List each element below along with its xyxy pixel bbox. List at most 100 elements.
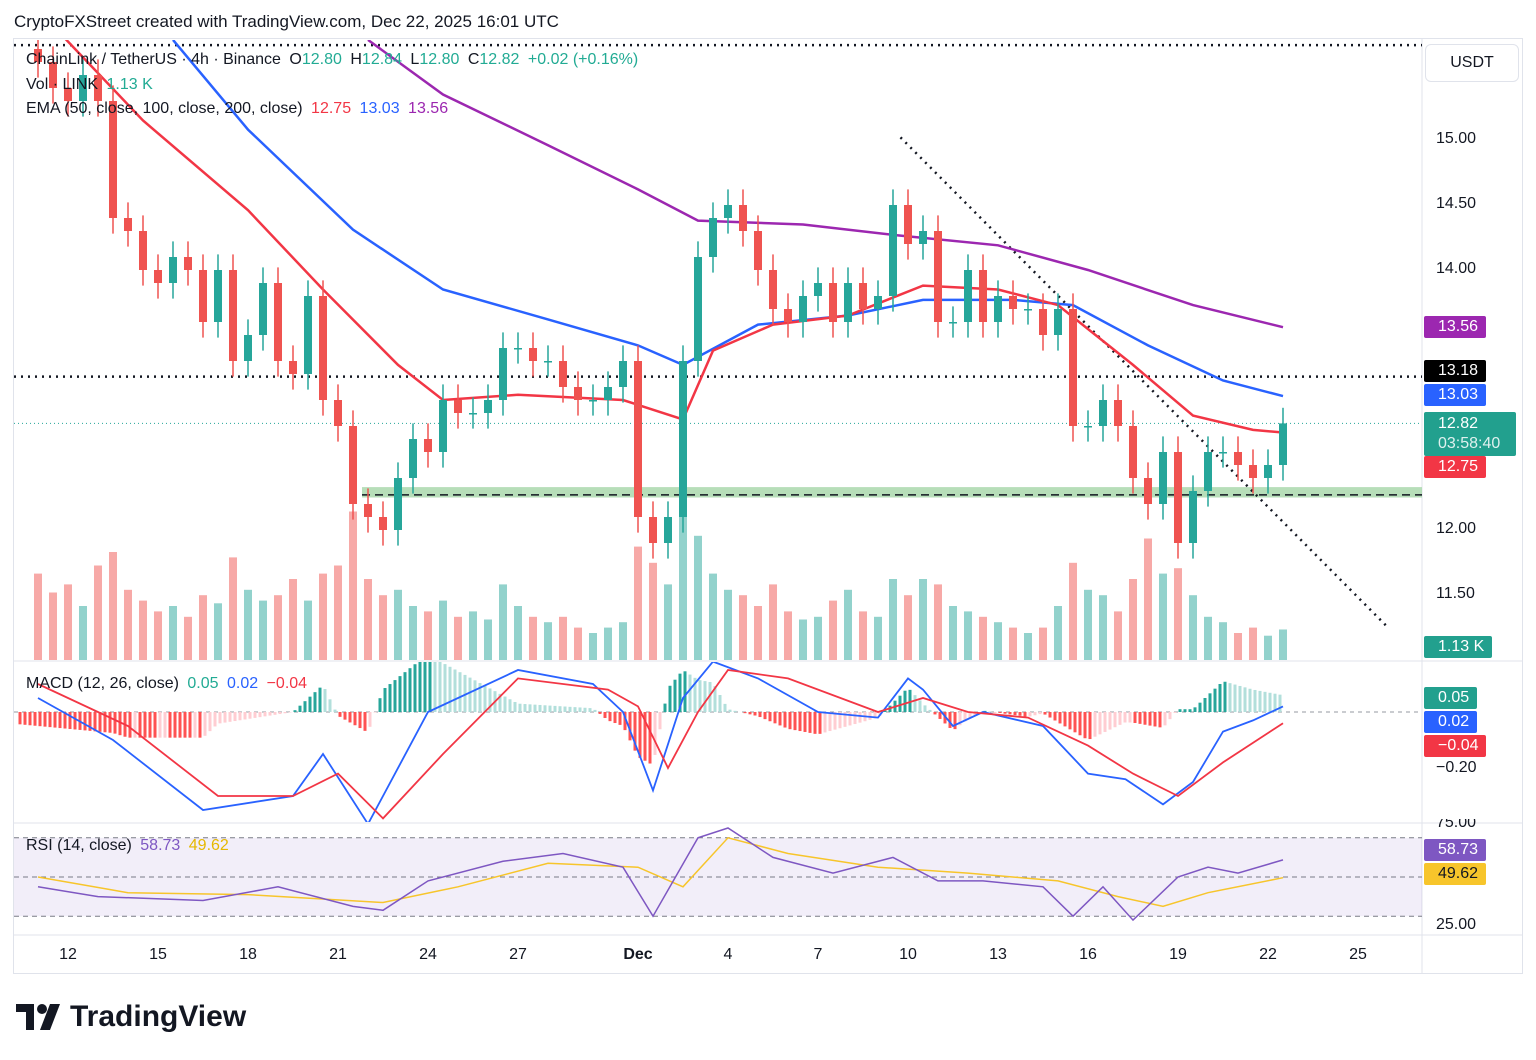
- macd-histogram-bar: [1063, 712, 1067, 727]
- candle-body: [1069, 309, 1077, 426]
- macd-histogram-bar: [798, 712, 802, 732]
- volume-bar: [469, 611, 477, 660]
- candle-body: [619, 361, 627, 387]
- volume-bar: [94, 565, 102, 660]
- macd-histogram-bar: [1243, 687, 1247, 712]
- macd-histogram-bar: [523, 704, 527, 712]
- price-tick: 12.00: [1436, 520, 1477, 537]
- legend-ema[interactable]: EMA (50, close, 100, close, 200, close) …: [26, 100, 452, 118]
- volume-bar: [544, 622, 552, 660]
- legend-close-label: C: [467, 51, 480, 68]
- macd-histogram-bar: [38, 712, 42, 727]
- macd-histogram-bar: [1098, 712, 1102, 735]
- candle-body: [529, 348, 537, 361]
- volume-bar: [694, 535, 702, 660]
- candle-body: [769, 270, 777, 309]
- macd-histogram-bar: [1038, 712, 1042, 715]
- macd-histogram-bar: [258, 712, 262, 718]
- volume-bar: [1234, 633, 1242, 660]
- volume-bar: [964, 611, 972, 660]
- macd-histogram-bar: [1168, 712, 1172, 720]
- candle-body: [274, 283, 282, 361]
- macd-histogram-bar: [1158, 712, 1162, 728]
- rsi-ma-tag: 49.62: [1424, 863, 1487, 885]
- volume-bar: [184, 616, 192, 660]
- price-tick: 14.50: [1436, 195, 1477, 212]
- macd-histogram-bar: [588, 708, 592, 712]
- macd-histogram-bar: [668, 685, 672, 712]
- candle-body: [664, 517, 672, 543]
- candle-body: [514, 348, 522, 350]
- candle-body: [889, 205, 897, 296]
- macd-histogram-bar: [1008, 712, 1012, 715]
- legend-high: 12.84: [361, 51, 402, 68]
- volume-bar: [439, 600, 447, 660]
- date-tick: 15: [149, 946, 167, 963]
- candle-body: [1249, 465, 1257, 478]
- macd-histogram-bar: [838, 712, 842, 729]
- macd-histogram-bar: [858, 712, 862, 723]
- macd-histogram-bar: [853, 712, 857, 725]
- macd-histogram-bar: [108, 712, 112, 733]
- volume-bar: [1219, 622, 1227, 660]
- candle-body: [754, 231, 762, 270]
- candle-body: [424, 439, 432, 452]
- candle-body: [139, 231, 147, 270]
- date-tick: 22: [1259, 946, 1277, 963]
- macd-histogram-bar: [378, 698, 382, 712]
- volume-bar: [919, 579, 927, 660]
- macd-histogram-bar: [318, 687, 322, 712]
- candle-body: [124, 218, 132, 231]
- volume-bar: [109, 552, 117, 660]
- tradingview-logo-icon: [16, 1004, 60, 1030]
- volume-bar: [139, 600, 147, 660]
- candle-body: [994, 296, 1002, 322]
- candle-body: [904, 205, 912, 244]
- legend-volume[interactable]: Vol · LINK 1.13 K: [26, 76, 157, 94]
- macd-histogram-bar: [223, 712, 227, 723]
- macd-histogram-bar: [158, 712, 162, 738]
- macd-histogram-bar: [638, 712, 642, 758]
- macd-histogram-bar: [1078, 712, 1082, 736]
- macd-histogram-bar: [883, 710, 887, 712]
- candle-body: [289, 361, 297, 374]
- candle-body: [1234, 452, 1242, 465]
- date-tick: 24: [419, 946, 437, 963]
- currency-button[interactable]: USDT: [1425, 44, 1519, 82]
- legend-ema100: 13.03: [359, 100, 400, 117]
- macd-histogram-bar: [513, 701, 517, 712]
- date-tick: 27: [509, 946, 527, 963]
- macd-histogram-bar: [1138, 712, 1142, 724]
- macd-histogram-bar: [203, 712, 207, 736]
- macd-histogram-bar: [18, 712, 22, 725]
- macd-histogram-bar: [393, 680, 397, 712]
- macd-histogram-bar: [728, 709, 732, 712]
- candle-body: [439, 400, 447, 452]
- legend-symbol[interactable]: ChainLink / TetherUS · 4h · Binance: [26, 51, 281, 68]
- candle-body: [394, 478, 402, 530]
- macd-histogram-bar: [758, 712, 762, 718]
- macd-histogram-bar: [788, 712, 792, 730]
- macd-histogram-bar: [983, 710, 987, 712]
- volume-bar: [214, 603, 222, 660]
- macd-histogram-bar: [483, 685, 487, 712]
- legend-macd[interactable]: MACD (12, 26, close) 0.05 0.02 −0.04: [26, 675, 311, 693]
- legend-close: 12.82: [479, 51, 520, 68]
- macd-histogram-bar: [443, 664, 447, 712]
- macd-histogram-bar: [283, 712, 287, 714]
- macd-histogram-bar: [83, 712, 87, 731]
- macd-histogram-bar: [833, 712, 837, 730]
- candle-body: [1159, 452, 1167, 504]
- legend-macd-signal: −0.04: [266, 675, 308, 692]
- candle-body: [589, 400, 597, 402]
- volume-bar: [724, 589, 732, 660]
- macd-hist-tag: 0.05: [1424, 687, 1478, 709]
- legend-rsi[interactable]: RSI (14, close) 58.73 49.62: [26, 837, 233, 855]
- macd-histogram-bar: [433, 662, 437, 712]
- ema50-price-tag: 12.75: [1424, 456, 1487, 478]
- macd-histogram-bar: [923, 705, 927, 712]
- macd-histogram-bar: [323, 689, 327, 712]
- macd-histogram-bar: [348, 712, 352, 723]
- legend-low: 12.80: [419, 51, 460, 68]
